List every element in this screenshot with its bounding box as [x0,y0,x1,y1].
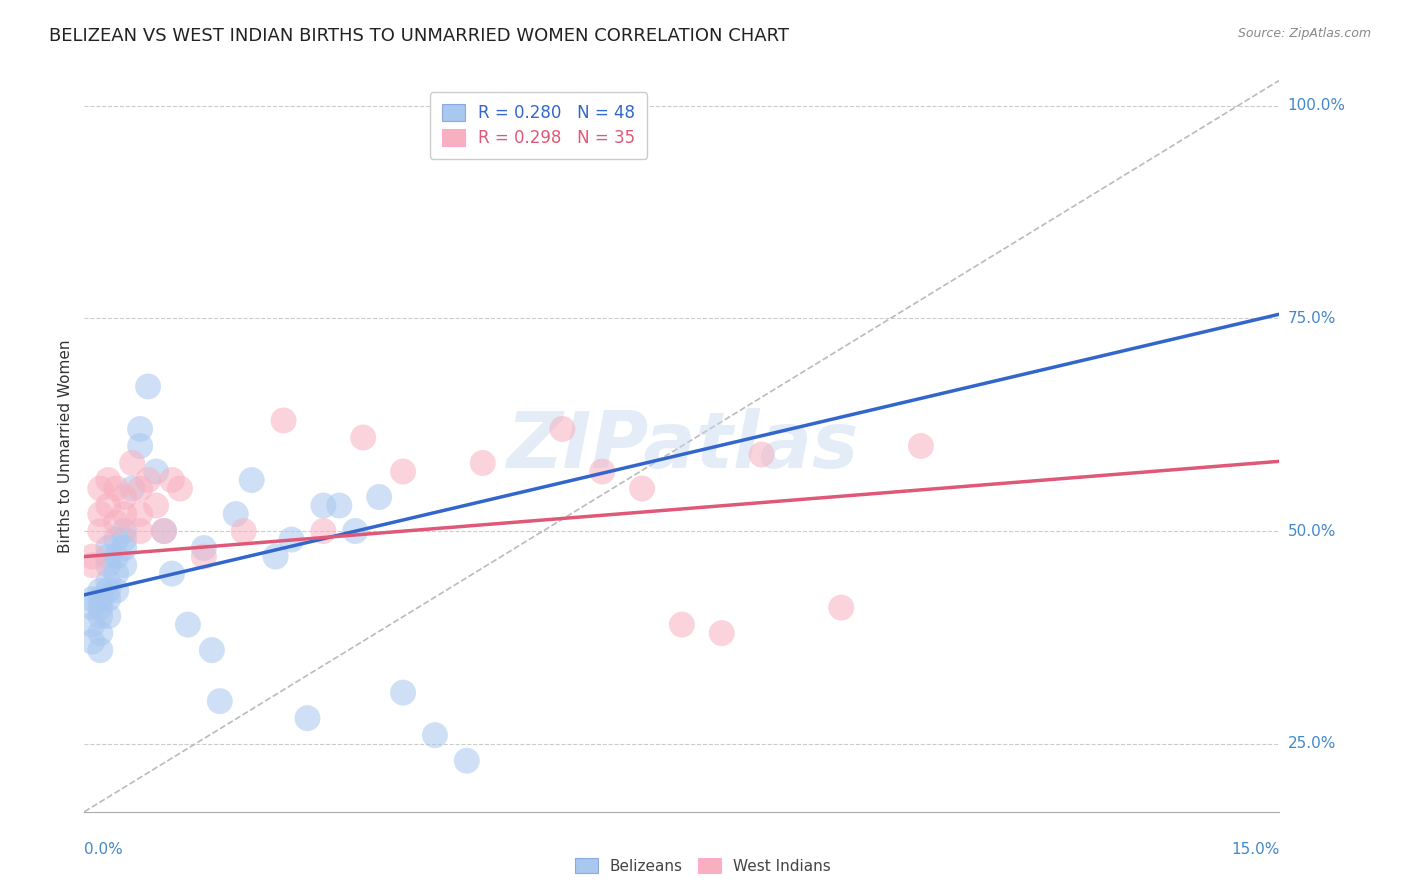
Legend: R = 0.280   N = 48, R = 0.298   N = 35: R = 0.280 N = 48, R = 0.298 N = 35 [430,92,647,159]
Text: BELIZEAN VS WEST INDIAN BIRTHS TO UNMARRIED WOMEN CORRELATION CHART: BELIZEAN VS WEST INDIAN BIRTHS TO UNMARR… [49,27,789,45]
Point [153,524,176,538]
Point [177,617,200,632]
Point [112,558,135,572]
Point [368,490,391,504]
Point [121,482,143,496]
Point [551,422,574,436]
Point [97,583,120,598]
Point [423,728,446,742]
Text: 75.0%: 75.0% [1288,311,1336,326]
Point [910,439,932,453]
Point [105,566,128,581]
Point [105,516,128,530]
Point [392,465,415,479]
Point [471,456,494,470]
Point [392,686,415,700]
Point [82,617,104,632]
Point [169,482,191,496]
Point [710,626,733,640]
Point [97,609,120,624]
Point [105,583,128,598]
Point [751,448,773,462]
Point [264,549,287,564]
Point [97,549,120,564]
Point [82,634,104,648]
Point [105,482,128,496]
Point [89,643,111,657]
Point [97,575,120,590]
Text: 0.0%: 0.0% [84,842,124,857]
Point [312,524,335,538]
Point [280,533,302,547]
Point [273,413,295,427]
Point [112,490,135,504]
Point [129,524,152,538]
Point [89,482,111,496]
Legend: Belizeans, West Indians: Belizeans, West Indians [569,852,837,880]
Point [105,533,128,547]
Point [129,422,152,436]
Point [97,499,120,513]
Point [193,549,215,564]
Point [456,754,478,768]
Point [232,524,254,538]
Text: 100.0%: 100.0% [1288,98,1346,113]
Point [82,558,104,572]
Point [591,465,613,479]
Point [225,507,247,521]
Text: 15.0%: 15.0% [1232,842,1279,857]
Point [82,592,104,607]
Point [129,507,152,521]
Point [97,541,120,555]
Point [240,473,263,487]
Point [145,465,167,479]
Point [145,499,167,513]
Text: ZIPatlas: ZIPatlas [506,408,858,484]
Point [136,379,159,393]
Point [121,456,143,470]
Point [112,524,135,538]
Point [89,609,111,624]
Point [830,600,852,615]
Point [129,439,152,453]
Point [160,473,183,487]
Text: Source: ZipAtlas.com: Source: ZipAtlas.com [1237,27,1371,40]
Point [344,524,367,538]
Point [89,592,111,607]
Point [208,694,231,708]
Point [89,600,111,615]
Text: 25.0%: 25.0% [1288,736,1336,751]
Point [89,583,111,598]
Point [112,541,135,555]
Point [112,533,135,547]
Point [201,643,224,657]
Point [89,507,111,521]
Point [671,617,693,632]
Point [136,473,159,487]
Point [312,499,335,513]
Point [112,507,135,521]
Point [153,524,176,538]
Point [297,711,319,725]
Point [193,541,215,555]
Point [89,524,111,538]
Point [89,626,111,640]
Point [97,592,120,607]
Point [160,566,183,581]
Point [97,473,120,487]
Point [631,482,654,496]
Point [328,499,350,513]
Text: 50.0%: 50.0% [1288,524,1336,539]
Point [82,549,104,564]
Point [105,549,128,564]
Point [97,558,120,572]
Point [129,482,152,496]
Point [352,430,374,444]
Point [82,600,104,615]
Y-axis label: Births to Unmarried Women: Births to Unmarried Women [58,339,73,553]
